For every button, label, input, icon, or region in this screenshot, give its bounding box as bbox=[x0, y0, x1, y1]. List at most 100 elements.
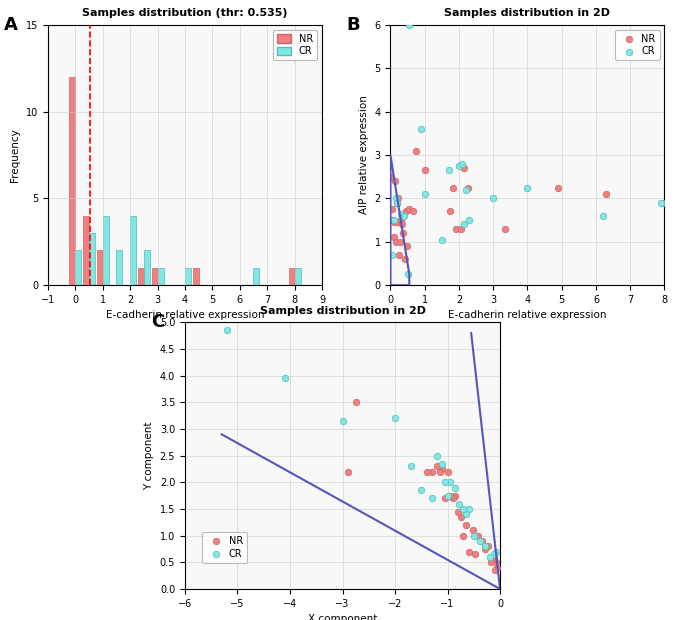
Bar bbox=[116, 250, 123, 285]
NR bbox=[390, 237, 401, 247]
NR bbox=[458, 531, 469, 541]
Title: Samples distribution in 2D: Samples distribution in 2D bbox=[260, 306, 425, 316]
NR bbox=[398, 228, 409, 238]
NR bbox=[350, 397, 361, 407]
CR bbox=[392, 198, 403, 208]
X-axis label: E-cadherin relative expression: E-cadherin relative expression bbox=[105, 311, 264, 321]
NR bbox=[393, 250, 404, 260]
NR bbox=[463, 547, 474, 557]
NR bbox=[458, 163, 469, 173]
CR bbox=[488, 193, 499, 203]
Bar bbox=[288, 268, 295, 285]
NR bbox=[397, 219, 408, 229]
NR bbox=[483, 541, 494, 551]
NR bbox=[485, 557, 496, 567]
NR bbox=[386, 172, 397, 182]
CR bbox=[279, 373, 290, 383]
Bar bbox=[192, 268, 199, 285]
CR bbox=[406, 461, 416, 471]
Text: C: C bbox=[151, 313, 164, 331]
NR bbox=[389, 176, 400, 186]
CR bbox=[337, 416, 348, 426]
CR bbox=[445, 477, 456, 487]
NR bbox=[395, 215, 406, 225]
Bar bbox=[253, 268, 260, 285]
Bar bbox=[83, 216, 89, 285]
Y-axis label: AIP relative expression: AIP relative expression bbox=[359, 95, 369, 215]
CR bbox=[440, 477, 451, 487]
CR bbox=[221, 326, 232, 335]
Bar bbox=[138, 268, 144, 285]
NR bbox=[393, 193, 403, 203]
CR bbox=[402, 269, 413, 279]
CR bbox=[432, 451, 443, 461]
NR bbox=[419, 166, 430, 175]
NR bbox=[400, 206, 411, 216]
NR bbox=[553, 182, 564, 192]
CR bbox=[403, 20, 414, 30]
CR bbox=[469, 531, 479, 541]
NR bbox=[462, 182, 473, 192]
NR bbox=[410, 146, 421, 156]
CR bbox=[443, 166, 454, 175]
NR bbox=[442, 467, 453, 477]
CR bbox=[458, 219, 469, 229]
NR bbox=[392, 217, 403, 227]
Text: A: A bbox=[3, 16, 17, 33]
CR bbox=[419, 189, 430, 199]
CR bbox=[450, 483, 461, 493]
Bar bbox=[103, 216, 109, 285]
CR bbox=[490, 547, 501, 557]
CR bbox=[416, 124, 427, 134]
NR bbox=[434, 467, 445, 477]
CR bbox=[460, 510, 471, 520]
CR bbox=[597, 211, 608, 221]
NR bbox=[659, 198, 670, 208]
NR bbox=[399, 254, 410, 264]
CR bbox=[416, 485, 427, 495]
NR bbox=[467, 525, 478, 535]
Bar bbox=[97, 250, 103, 285]
NR bbox=[401, 241, 412, 251]
Y-axis label: Y component: Y component bbox=[144, 422, 154, 490]
NR bbox=[445, 206, 456, 216]
NR bbox=[395, 237, 406, 247]
NR bbox=[491, 557, 502, 567]
NR bbox=[445, 491, 456, 501]
CR bbox=[522, 182, 533, 192]
NR bbox=[386, 205, 397, 215]
NR bbox=[488, 552, 499, 562]
CR bbox=[453, 161, 464, 171]
CR bbox=[475, 536, 486, 546]
NR bbox=[440, 494, 451, 503]
CR bbox=[460, 185, 471, 195]
Bar bbox=[75, 250, 82, 285]
NR bbox=[601, 189, 612, 199]
Bar bbox=[158, 268, 164, 285]
CR bbox=[453, 498, 464, 508]
CR bbox=[426, 494, 437, 503]
NR bbox=[421, 467, 432, 477]
CR bbox=[436, 234, 447, 244]
NR bbox=[387, 215, 398, 225]
Legend: NR, CR: NR, CR bbox=[273, 30, 317, 60]
NR bbox=[460, 520, 471, 530]
Bar bbox=[151, 268, 158, 285]
NR bbox=[437, 464, 448, 474]
NR bbox=[489, 565, 500, 575]
NR bbox=[342, 467, 353, 477]
NR bbox=[480, 544, 491, 554]
CR bbox=[395, 208, 406, 219]
Y-axis label: Frequency: Frequency bbox=[10, 128, 21, 182]
Bar bbox=[130, 216, 136, 285]
CR bbox=[437, 459, 448, 469]
X-axis label: E-cadherin relative expression: E-cadherin relative expression bbox=[448, 311, 607, 321]
NR bbox=[388, 217, 399, 227]
CR bbox=[390, 414, 401, 423]
CR bbox=[463, 504, 474, 514]
Text: B: B bbox=[346, 16, 360, 33]
NR bbox=[447, 182, 458, 192]
Title: Samples distribution (thr: 0.535): Samples distribution (thr: 0.535) bbox=[82, 9, 288, 19]
NR bbox=[450, 491, 461, 501]
CR bbox=[458, 504, 469, 514]
